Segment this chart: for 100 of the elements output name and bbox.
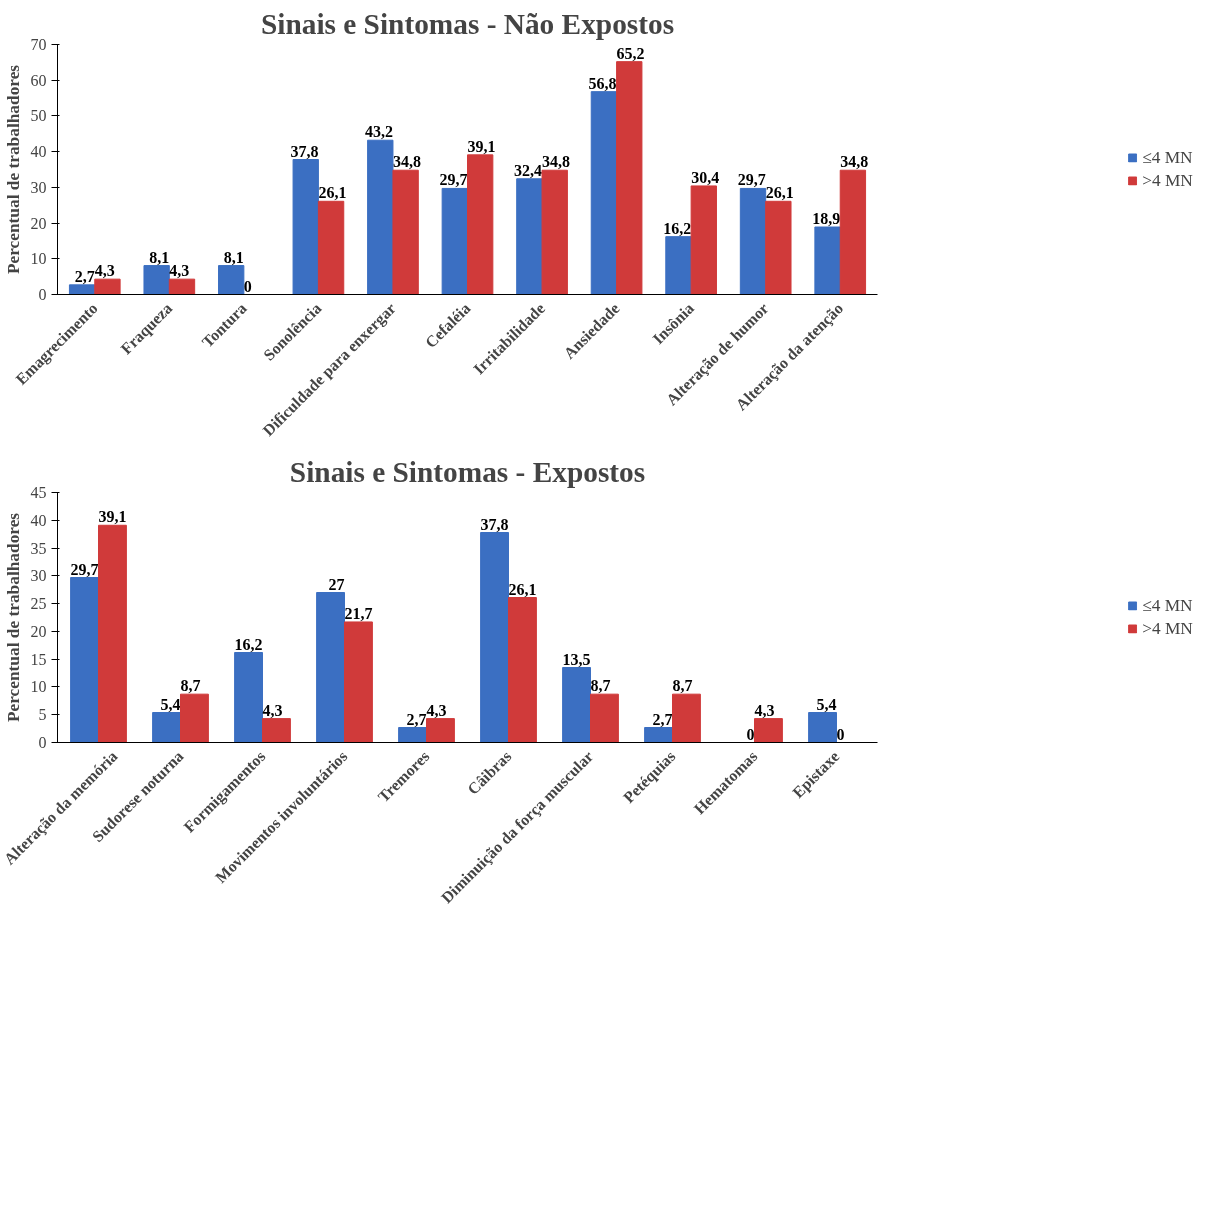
- data-label: 37,8: [480, 515, 509, 533]
- bar: [814, 226, 841, 295]
- y-tick-label: 60: [30, 71, 47, 89]
- y-tick-label: 70: [30, 36, 47, 53]
- data-label: 43,2: [364, 123, 393, 141]
- data-label: 29,7: [737, 171, 766, 189]
- bar: [754, 718, 783, 743]
- bar: [143, 265, 170, 295]
- y-tick-label: 10: [30, 250, 47, 268]
- bar: [516, 178, 543, 295]
- data-label: 26,1: [508, 580, 537, 598]
- bar: [665, 236, 692, 295]
- bar: [590, 693, 619, 743]
- y-tick-label: 30: [30, 567, 47, 585]
- bar: [616, 61, 643, 295]
- bar: [739, 187, 767, 295]
- data-label: 37,8: [290, 142, 319, 160]
- data-label: 2,7: [406, 710, 427, 728]
- y-tick-label: 35: [30, 539, 47, 557]
- data-label: 21,7: [344, 604, 373, 622]
- bar: [180, 693, 209, 743]
- data-label: 18,9: [812, 210, 841, 227]
- data-label: 32,4: [514, 161, 543, 179]
- y-tick-label: 25: [30, 595, 47, 613]
- chart-title: Sinais e Sintomas - Não Expostos: [260, 7, 675, 40]
- bar: [541, 169, 568, 295]
- data-label: 8,7: [672, 677, 693, 695]
- legend-label: ≤4 MN: [1142, 147, 1193, 168]
- data-label: 0: [746, 725, 755, 743]
- bar: [218, 265, 245, 295]
- bar: [839, 169, 867, 295]
- y-axis-title: Percentual de trabalhadores: [3, 512, 23, 723]
- data-label: 4,3: [426, 701, 447, 719]
- bar: [644, 727, 673, 743]
- data-label: 5,4: [160, 695, 181, 713]
- bar: [426, 718, 455, 743]
- data-label: 2,7: [652, 710, 673, 728]
- bar: [94, 278, 121, 295]
- data-label: 34,8: [542, 153, 571, 171]
- bar: [480, 532, 509, 743]
- y-tick-label: 10: [30, 678, 47, 696]
- data-label: 29,7: [70, 560, 99, 578]
- y-tick-label: 20: [30, 214, 47, 232]
- bar: [765, 200, 792, 295]
- data-label: 26,1: [318, 184, 347, 202]
- bar: [316, 592, 345, 743]
- data-label: 5,4: [816, 695, 837, 713]
- data-label: 65,2: [616, 44, 645, 62]
- bar: [317, 200, 345, 295]
- y-tick-label: 50: [30, 107, 47, 125]
- bar: [70, 577, 99, 743]
- bar: [690, 185, 717, 295]
- bar: [672, 693, 701, 743]
- legend-label: >4 MN: [1142, 618, 1193, 639]
- data-label: 39,1: [467, 137, 496, 155]
- bar: [234, 652, 263, 743]
- data-label: 8,1: [223, 248, 244, 266]
- legend-label: >4 MN: [1142, 170, 1193, 191]
- data-label: 8,7: [590, 677, 611, 695]
- bar: [508, 597, 537, 743]
- bar: [367, 139, 394, 295]
- y-axis-title: Percentual de trabalhadores: [3, 64, 23, 275]
- data-label: 34,8: [392, 153, 421, 171]
- y-tick-label: 45: [30, 484, 47, 501]
- legend-label: ≤4 MN: [1142, 595, 1193, 616]
- bar: [392, 169, 419, 295]
- bar: [152, 712, 181, 743]
- data-label: 4,3: [754, 701, 775, 719]
- data-label: 27: [328, 575, 345, 593]
- data-label: 16,2: [663, 219, 692, 237]
- y-tick-label: 15: [30, 650, 47, 668]
- data-label: 30,4: [691, 168, 720, 186]
- data-label: 8,1: [149, 248, 170, 266]
- data-label: 0: [243, 277, 252, 295]
- bar: [441, 187, 468, 295]
- y-tick-label: 20: [30, 622, 47, 640]
- data-label: 0: [836, 725, 845, 743]
- data-label: 13,5: [562, 650, 591, 668]
- data-label: 29,7: [439, 171, 468, 189]
- bar: [590, 91, 618, 295]
- y-tick-label: 5: [38, 706, 47, 724]
- bar: [808, 712, 837, 743]
- data-label: 2,7: [74, 267, 95, 285]
- data-label: 39,1: [98, 508, 127, 526]
- bar: [168, 278, 196, 295]
- y-tick-label: 40: [30, 143, 47, 161]
- data-label: 56,8: [588, 74, 617, 92]
- data-label: 16,2: [234, 635, 263, 653]
- bar: [262, 718, 291, 743]
- bar: [344, 621, 373, 743]
- bar: [467, 154, 494, 295]
- bar: [98, 524, 127, 743]
- chart-title: Sinais e Sintomas - Expostos: [289, 455, 646, 488]
- bar: [292, 159, 319, 295]
- bar: [562, 667, 591, 743]
- data-label: 4,3: [94, 262, 115, 280]
- y-tick-label: 30: [30, 178, 47, 196]
- bar: [68, 284, 96, 295]
- y-tick-label: 0: [38, 286, 47, 303]
- data-label: 34,8: [840, 153, 869, 171]
